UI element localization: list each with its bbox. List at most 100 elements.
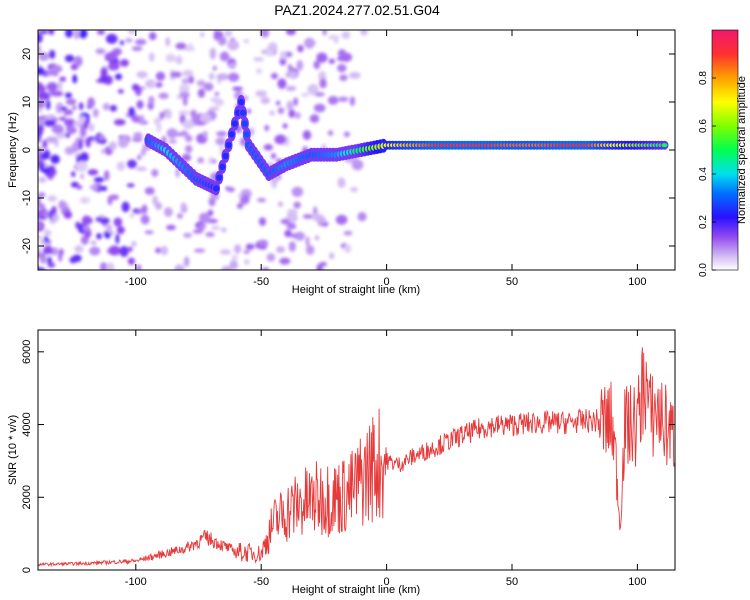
- snr-x-tick-label: 50: [506, 576, 518, 588]
- spectrogram-noise-cell: [207, 209, 214, 217]
- spectrogram-noise-cell: [96, 30, 106, 35]
- spectrogram-noise-cell: [243, 259, 250, 265]
- spectrogram-noise-cell: [279, 257, 291, 265]
- spectrogram-noise-cell: [180, 130, 189, 137]
- spectrogram-noise-cell: [284, 229, 292, 238]
- spectrogram-noise-cell: [256, 198, 267, 203]
- spectrogram-noise-cell: [343, 230, 353, 236]
- spectrogram-noise-cell: [115, 233, 120, 245]
- spectrogram-noise-cell: [294, 231, 306, 241]
- spectrogram-noise-cell: [208, 156, 214, 164]
- spectrogram-noise-cell: [316, 216, 326, 224]
- spectrogram-noise-cell: [144, 187, 155, 195]
- spectrogram-noise-cell: [38, 235, 42, 240]
- spectrogram-noise-cell: [260, 30, 270, 38]
- spectrogram-noise-cell: [72, 74, 78, 84]
- snr-y-tick-label: 0: [21, 567, 33, 573]
- spectrogram-noise-cell: [338, 96, 349, 102]
- spectrogram-noise-cell: [45, 136, 58, 144]
- spectrogram-noise-cell: [52, 124, 64, 134]
- spectrogram-x-tick-label: -100: [125, 276, 147, 288]
- spectrogram-noise-cell: [65, 132, 71, 138]
- spectrogram-noise-cell: [267, 42, 278, 52]
- spectrogram-noise-cell: [127, 257, 136, 266]
- spectrogram-noise-cell: [316, 52, 328, 63]
- spectrogram-noise-cell: [46, 256, 52, 265]
- spectrogram-noise-cell: [349, 96, 356, 107]
- spectrogram-noise-cell: [306, 40, 316, 46]
- spectrogram-ridge-cell: [243, 131, 250, 138]
- spectrogram-noise-cell: [343, 131, 350, 138]
- spectrogram-ridge-cell: [238, 98, 245, 106]
- spectrogram-noise-cell: [38, 51, 50, 61]
- spectrogram-noise-cell: [261, 267, 270, 270]
- spectrogram-noise-cell: [133, 132, 143, 140]
- spectrogram-noise-cell: [293, 201, 301, 209]
- spectrogram-ridge-cell: [225, 142, 232, 149]
- spectrogram-noise-cell: [350, 187, 358, 193]
- spectrogram-noise-cell: [181, 153, 192, 162]
- spectrogram-noise-cell: [224, 30, 233, 37]
- colorbar-tick-label: 0.4: [698, 167, 709, 181]
- spectrogram-noise-cell: [328, 252, 335, 260]
- spectrogram-noise-cell: [132, 208, 139, 213]
- spectrogram-noise-cell: [119, 59, 129, 67]
- spectrogram-noise-cell: [131, 83, 140, 91]
- spectrogram-noise-cell: [253, 57, 264, 62]
- spectrogram-noise-cell: [116, 161, 126, 171]
- spectrogram-noise-cell: [46, 114, 56, 120]
- spectrogram-noise-cell: [76, 184, 83, 190]
- spectrogram-noise-cell: [150, 80, 157, 88]
- spectrogram-noise-cell: [71, 141, 80, 153]
- spectrogram-noise-cell: [65, 30, 73, 38]
- spectrogram-noise-cell: [71, 171, 76, 178]
- spectrogram-noise-cell: [208, 72, 215, 81]
- spectrogram-noise-cell: [45, 70, 57, 76]
- spectrogram-y-tick-label: -20: [21, 238, 33, 254]
- spectrogram-noise-cell: [59, 76, 67, 82]
- spectrogram-noise-cell: [337, 49, 347, 58]
- spectrogram-noise-cell: [106, 262, 115, 270]
- spectrogram-noise-cell: [58, 200, 66, 211]
- spectrogram-noise-cell: [209, 47, 217, 59]
- snr-x-axis: -100 -50 0 50 100: [125, 330, 647, 588]
- spectrogram-noise-cell: [40, 152, 49, 160]
- spectrogram-noise-cell: [158, 92, 169, 100]
- spectrogram-noise-cell: [136, 264, 142, 270]
- spectrogram-noise-cell: [128, 106, 136, 118]
- spectrogram-noise-cell: [180, 202, 187, 211]
- colorbar-tick-label: 0.6: [698, 119, 709, 133]
- spectrogram-noise-cell: [107, 195, 113, 206]
- spectrogram-noise-cell: [270, 72, 278, 80]
- spectrogram-noise-cell: [210, 97, 221, 103]
- spectrogram-noise-cell: [38, 99, 46, 109]
- spectrogram-noise-cell: [288, 241, 296, 252]
- spectrogram-noise-cell: [291, 186, 304, 197]
- spectrogram-noise-cell: [255, 90, 268, 98]
- spectrogram-noise-cell: [309, 114, 320, 123]
- colorbar-ticks: 0.0 0.2 0.4 0.6 0.8: [698, 71, 716, 277]
- spectrogram-noise-cell: [282, 123, 288, 129]
- spectrogram-noise-cell: [127, 246, 133, 252]
- spectrogram-noise-cell: [245, 243, 255, 250]
- spectrogram-noise-cell: [38, 196, 41, 205]
- spectrogram-noise-cell: [197, 88, 206, 98]
- spectrogram-noise-cell: [177, 54, 182, 65]
- spectrogram-noise-cell: [287, 63, 293, 72]
- spectrogram-noise-cell: [351, 159, 364, 171]
- spectrogram-noise-cell: [151, 169, 159, 177]
- spectrogram-noise-cell: [39, 89, 46, 94]
- spectrogram-noise-cell: [336, 56, 348, 62]
- spectrogram-noise-cell: [229, 62, 236, 70]
- spectrogram-noise-cell: [260, 96, 271, 105]
- colorbar-tick-label: 0.2: [698, 215, 709, 229]
- spectrogram-ridge-cell: [231, 120, 238, 127]
- spectrogram-noise-cell: [227, 72, 240, 82]
- spectrogram-y-tick-label: 20: [21, 48, 33, 60]
- spectrogram-noise-cell: [276, 246, 286, 254]
- colorbar-tick-label: 0.0: [698, 263, 709, 277]
- spectrogram-noise-cell: [47, 195, 57, 202]
- spectrogram-noise-cell: [82, 224, 90, 232]
- spectrogram-noise-cell: [42, 139, 48, 149]
